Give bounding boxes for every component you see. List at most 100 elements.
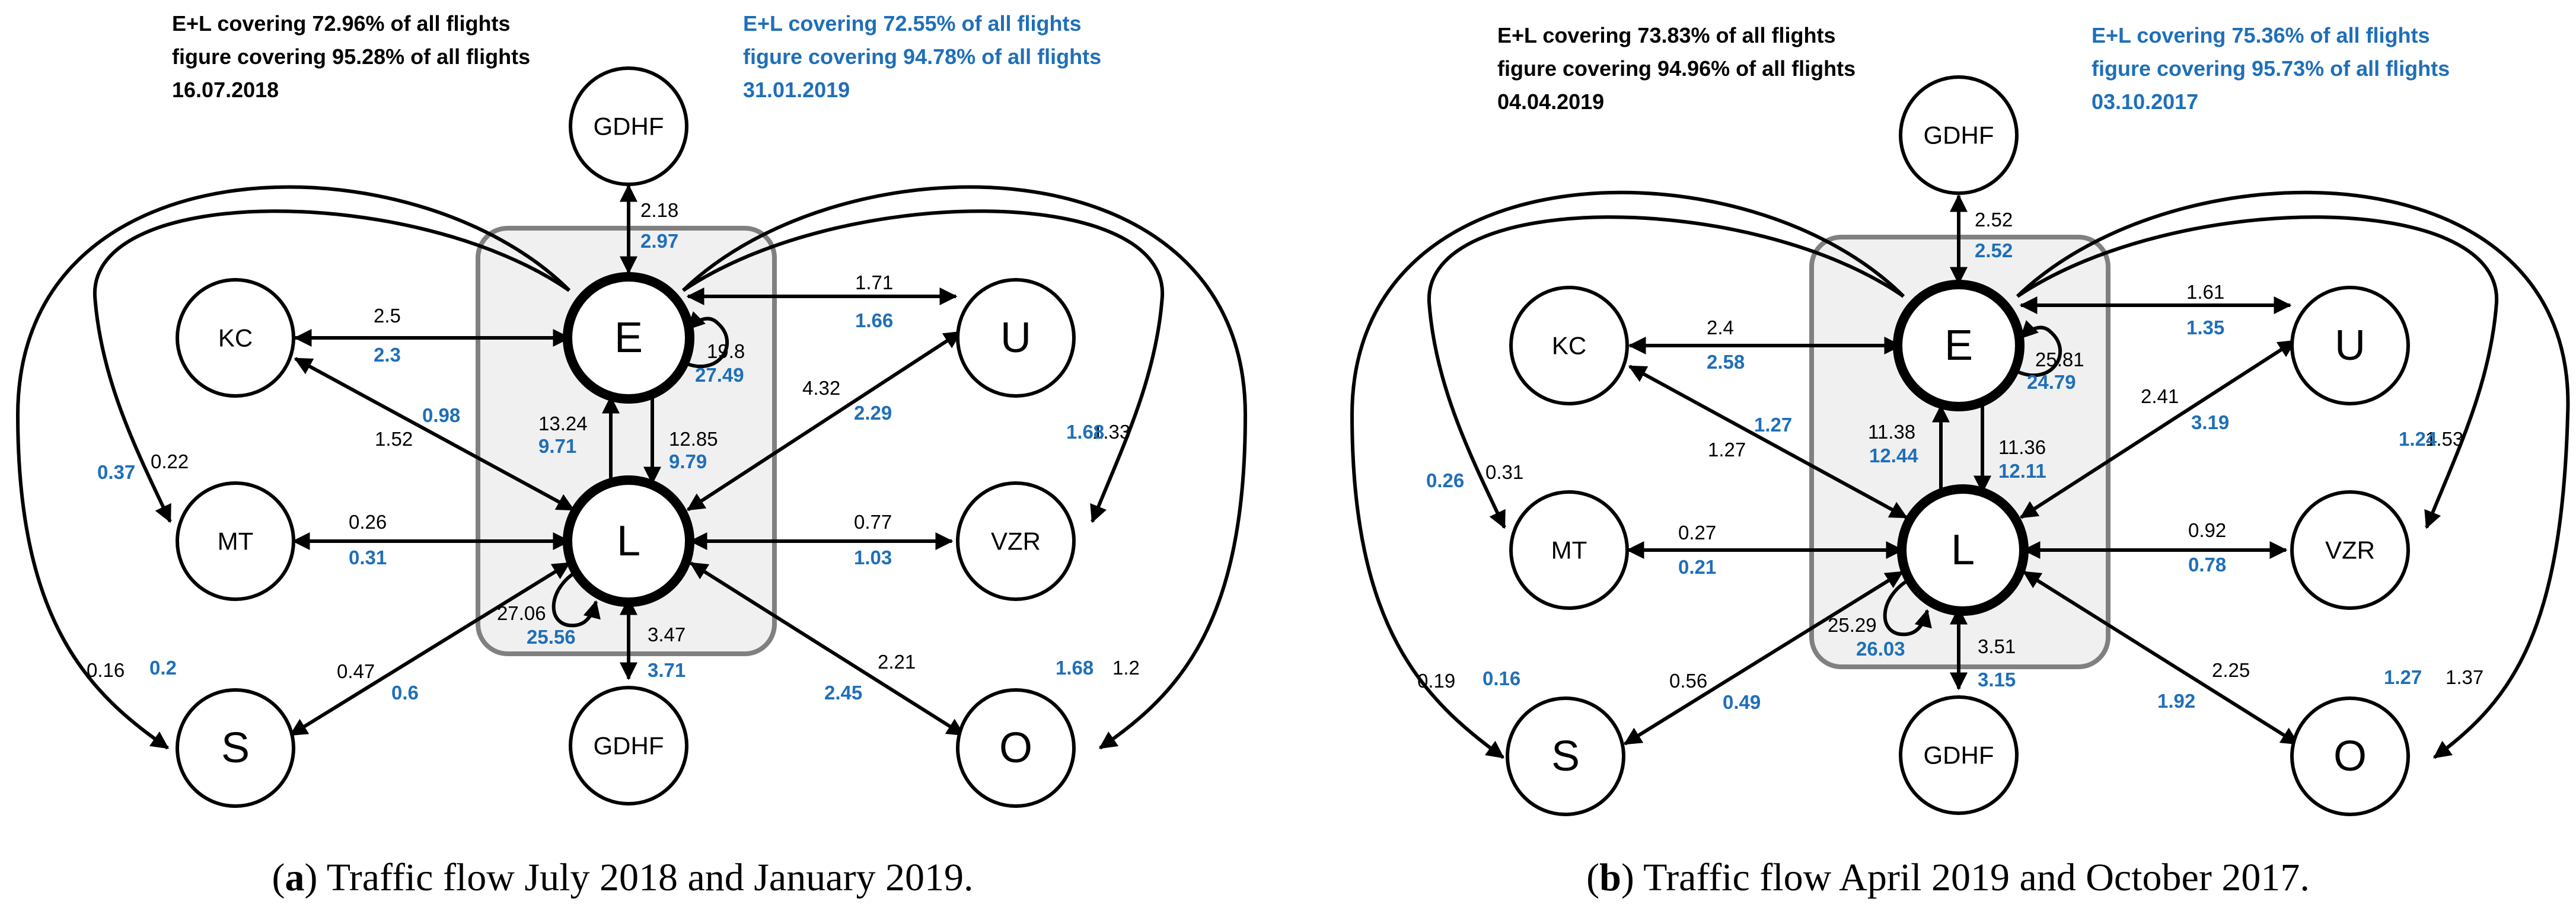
label-e-u-black: 1.71 — [855, 271, 893, 293]
label-l-self-blue: 25.56 — [527, 626, 576, 648]
label-mt-l-black: 0.27 — [1678, 522, 1716, 544]
edge-e-o — [2016, 190, 2570, 759]
node-kc: KC — [1509, 286, 1629, 405]
header-blue-line-2: figure covering 95.73% of all flights — [2092, 56, 2450, 81]
label-e-u-blue: 1.66 — [855, 309, 893, 331]
label-s-l-blue: 0.6 — [391, 682, 419, 704]
label-e-mt-black: 0.22 — [151, 450, 189, 472]
header-black-line-1: E+L covering 73.83% of all flights — [1497, 23, 1836, 47]
header-blue-line-3: 31.01.2019 — [743, 78, 850, 102]
node-gdhf-top: GDHF — [569, 66, 688, 186]
edge-e-s — [15, 185, 571, 750]
label-mt-l-blue: 0.21 — [1678, 556, 1716, 578]
node-o: O — [956, 688, 1076, 808]
label-l-e-blue: 12.44 — [1869, 445, 1918, 466]
label-l-self-blue: 26.03 — [1856, 638, 1905, 660]
label-e-self-black: 19.8 — [707, 340, 745, 362]
label-l-self-black: 27.06 — [497, 602, 546, 624]
edge-e-mt — [93, 209, 570, 523]
edge-u-l — [2019, 339, 2297, 519]
node-gdhf-bottom: GDHF — [1899, 695, 2019, 815]
svg-text:GDHF: GDHF — [594, 732, 664, 760]
node-u: U — [956, 278, 1076, 398]
label-l-self-black: 25.29 — [1828, 614, 1877, 636]
edge-kc-l — [1628, 365, 1908, 519]
header-blue-line-1: E+L covering 75.36% of all flights — [2092, 23, 2430, 47]
header-blue-line-2: figure covering 94.78% of all flights — [743, 44, 1101, 69]
label-gdhf-e-blue: 2.52 — [1975, 239, 2013, 261]
label-e-mt-blue: 0.37 — [97, 461, 135, 483]
label-e-o-blue: 1.68 — [1056, 657, 1093, 679]
svg-text:O: O — [999, 724, 1032, 772]
label-e-l-black: 11.36 — [1998, 436, 2046, 458]
label-e-mt-blue: 0.26 — [1426, 469, 1464, 491]
label-s-l-black: 0.47 — [337, 660, 375, 682]
node-gdhf-top: GDHF — [1899, 75, 2019, 195]
node-mt: MT — [176, 481, 295, 601]
label-e-l-black: 12.85 — [669, 428, 718, 450]
edge-u-l — [686, 330, 962, 512]
label-gdhf-e-black: 2.18 — [640, 199, 678, 221]
svg-text:S: S — [1551, 733, 1580, 780]
label-e-mt-black: 0.31 — [1485, 461, 1523, 483]
svg-text:U: U — [1000, 314, 1031, 362]
label-e-o-blue: 1.27 — [2384, 666, 2422, 688]
label-kc-l-black: 1.52 — [375, 428, 413, 450]
header-black-line-1: E+L covering 72.96% of all flights — [172, 11, 511, 36]
edge-e-vzr — [682, 209, 1165, 523]
label-l-o-blue: 1.92 — [2157, 690, 2195, 712]
label-mt-l-black: 0.26 — [349, 511, 387, 533]
svg-text:KC: KC — [1552, 332, 1586, 360]
edge-e-o — [681, 185, 1248, 750]
edge-e-mt — [1427, 215, 1905, 529]
label-kc-e-blue: 2.3 — [374, 344, 401, 366]
edge-s-l — [289, 561, 571, 737]
node-kc: KC — [176, 278, 295, 398]
label-e-self-blue: 24.79 — [2027, 371, 2076, 393]
label-kc-l-blue: 0.98 — [422, 404, 460, 426]
svg-text:L: L — [1951, 526, 1975, 574]
label-e-self-blue: 27.49 — [695, 364, 744, 386]
edge-e-s — [1350, 190, 1905, 759]
label-l-vzr-black: 0.77 — [854, 511, 892, 533]
label-s-l-blue: 0.49 — [1723, 691, 1761, 713]
label-l-o-black: 2.21 — [878, 651, 916, 673]
label-gdhf-e-black: 2.52 — [1975, 209, 2013, 231]
label-l-gdhf-blue: 3.15 — [1978, 669, 2016, 691]
self-loop-l — [1883, 576, 1932, 637]
header-blue-line-1: E+L covering 72.55% of all flights — [743, 11, 1082, 36]
panel-b: E+L covering 73.83% of all flights figur… — [1350, 23, 2570, 899]
svg-text:GDHF: GDHF — [1924, 742, 1994, 769]
label-s-l-black: 0.56 — [1669, 670, 1707, 692]
svg-text:E: E — [614, 314, 643, 362]
label-e-vzr-black: 1.33 — [1092, 421, 1130, 443]
edge-s-l — [1623, 570, 1904, 746]
header-black-line-3: 04.04.2019 — [1497, 90, 1604, 114]
label-gdhf-e-blue: 2.97 — [640, 230, 678, 252]
node-vzr: VZR — [2290, 490, 2410, 610]
label-e-o-black: 1.37 — [2446, 666, 2483, 688]
edge-l-o — [2022, 570, 2300, 746]
svg-text:GDHF: GDHF — [594, 113, 664, 140]
header-black-line-2: figure covering 94.96% of all flights — [1497, 56, 1856, 81]
svg-text:E: E — [1944, 322, 1973, 369]
label-e-vzr-blue: 1.68 — [1066, 421, 1104, 443]
label-e-self-black: 25.81 — [2035, 349, 2084, 370]
label-mt-l-blue: 0.31 — [349, 547, 387, 568]
label-l-vzr-black: 0.92 — [2188, 519, 2226, 541]
label-u-l-blue: 3.19 — [2191, 411, 2229, 433]
label-kc-l-black: 1.27 — [1708, 439, 1746, 461]
label-e-l-blue: 12.11 — [1998, 460, 2046, 482]
node-e: E — [563, 272, 694, 404]
label-e-s-black: 0.19 — [1417, 670, 1455, 692]
label-u-l-black: 4.32 — [802, 377, 840, 399]
header-black-line-2: figure covering 95.28% of all flights — [172, 44, 530, 69]
label-e-u-black: 1.61 — [2186, 281, 2224, 303]
self-loop-e — [2014, 319, 2062, 378]
svg-text:GDHF: GDHF — [1924, 122, 1994, 149]
label-e-s-blue: 0.2 — [149, 657, 177, 679]
label-kc-l-blue: 1.27 — [1754, 414, 1792, 436]
svg-text:U: U — [2335, 322, 2365, 369]
node-u: U — [2290, 286, 2410, 405]
